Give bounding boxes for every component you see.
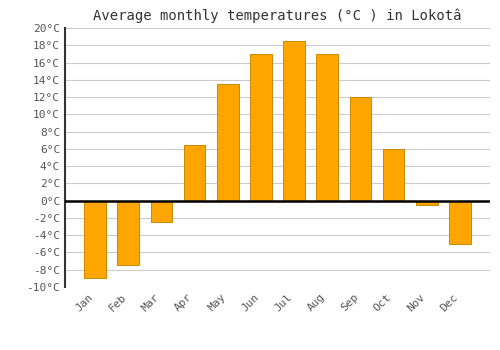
Bar (217, 84, 238, 201)
Bar (449, 201, 470, 244)
Bar (250, 54, 272, 201)
Bar (150, 201, 172, 222)
Bar (118, 201, 139, 265)
Bar (284, 41, 305, 201)
Bar (84, 201, 106, 278)
Title: Average monthly temperatures (°C ) in Lokotâ: Average monthly temperatures (°C ) in Lo… (93, 8, 462, 23)
Bar (383, 149, 404, 201)
Bar (184, 145, 206, 201)
Bar (350, 97, 371, 201)
Bar (316, 54, 338, 201)
Bar (416, 201, 438, 205)
